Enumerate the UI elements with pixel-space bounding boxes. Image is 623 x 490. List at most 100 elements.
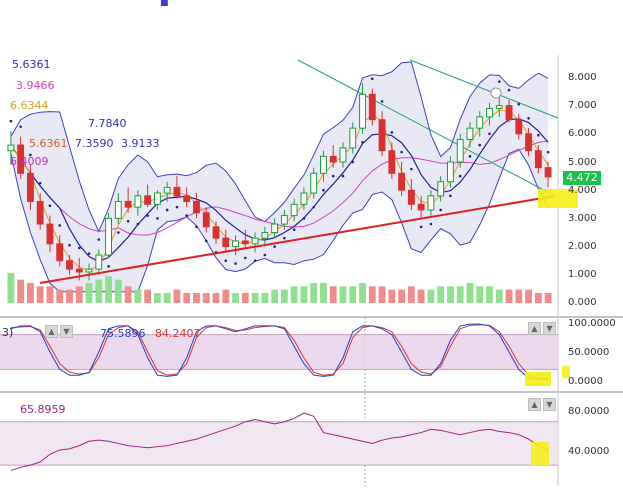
candle-body [290,203,298,217]
volume-bar [56,289,64,303]
candle-body [271,223,279,233]
rsi-highlight [531,442,549,466]
candle-body [515,119,523,135]
candle-body [222,237,230,248]
sar-dot [468,155,472,158]
candle-body [193,200,200,214]
volume-bar [251,293,259,303]
rsi-panel-down-button[interactable]: ▼ [543,398,556,411]
sar-dot [410,167,413,171]
sar-dot [146,214,149,217]
sar-dot [48,204,52,208]
volume-bar [495,289,503,303]
sar-dot [38,181,42,185]
sar-dot [204,239,208,243]
rsi-value: 65.8959 [20,403,66,416]
candle-body [26,172,34,202]
volume-bar [105,276,112,303]
candle-body [105,217,112,256]
sar-dot [478,143,482,147]
volume-bar [525,289,532,303]
volume-bar [544,293,552,303]
stoch-axis-tick: 0.0000 [568,376,603,387]
volume-bar [27,283,34,303]
stoch-toolbar-up-button[interactable]: ▲ [45,325,58,338]
candle-body [417,203,425,211]
channel-line-lower [297,59,556,197]
volume-bar [534,293,542,303]
candle-body [56,243,64,262]
volume-bar [46,286,54,303]
volume-bar [388,289,396,303]
sar-dot [126,219,130,223]
volume-bar [114,279,122,303]
stoch-toolbar-down-button[interactable]: ▼ [60,325,73,338]
sar-dot [380,100,384,103]
candle-body [495,105,503,109]
volume-bar [486,286,493,303]
candle-body [66,260,73,270]
volume-bar [476,286,484,303]
volume-bar [134,289,142,303]
bollinger-upper-line [10,61,549,233]
stoch-axis-highlight [562,366,570,378]
candle-body [388,150,396,174]
channel-line-upper [409,59,559,119]
legend-bb-middle: 5.6361 [29,137,68,150]
bollinger-band-fill [10,61,549,292]
candle-body [437,181,445,197]
volume-bar [85,283,93,303]
volume-bar [447,286,454,303]
volume-bar [193,293,200,303]
sar-dot [429,222,433,226]
candle-body [280,215,288,225]
sar-dot [273,245,276,248]
candle-body [329,155,337,163]
stoch-panel-up-button[interactable]: ▲ [528,322,541,335]
volume-bar [310,283,318,303]
volume-bar [183,293,191,303]
stoch-panel-down-button[interactable]: ▼ [543,322,556,335]
volume-bar [36,286,44,303]
candle-body [261,232,269,239]
sar-dot [390,131,394,134]
volume-bar [339,286,347,303]
sar-dot [244,256,247,260]
sar-dot [87,252,91,255]
legend-ichimoku-c: 3.9133 [121,137,160,150]
candle-body [407,189,415,205]
legend-bb-upper: 5.6361 [12,58,51,71]
sar-dot [331,174,335,178]
stoch-d-line [10,324,549,380]
stoch-highlight [525,372,551,386]
support-trendline [39,195,556,284]
volume-bar [320,283,327,303]
volume-bar [329,286,337,303]
volume-bar [95,279,103,303]
volume-bar [222,289,230,303]
stoch-axis-tick: 100.0000 [568,318,616,329]
sar-dot [58,224,62,227]
sar-dot [351,160,355,164]
volume-bar [271,289,279,303]
sar-dot [136,222,140,226]
candle-body [144,195,152,205]
volume-bar [456,286,464,303]
rsi-panel-up-button[interactable]: ▲ [528,398,541,411]
volume-bar [515,289,523,303]
sar-dot [361,140,364,144]
sar-dot [195,225,198,229]
volume-bar [153,293,161,303]
candle-body [427,195,435,211]
sar-dot [9,119,13,123]
sar-dot [419,225,423,229]
sar-dot [175,205,179,209]
stoch-band [0,334,558,370]
candle-body [525,133,533,152]
price-axis-tick: 3.000 [568,213,597,224]
sar-dot [97,238,101,241]
sar-dot [527,116,530,120]
volume-bar [241,293,249,303]
candle-body [212,226,220,239]
